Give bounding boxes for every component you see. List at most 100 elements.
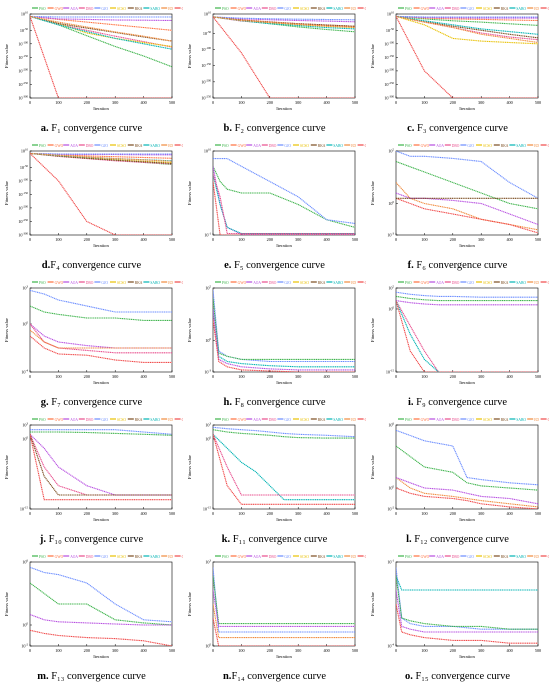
plot-frame (29, 150, 173, 236)
y-tick-label: 106 (22, 559, 28, 565)
series-line-pso (213, 298, 355, 360)
y-tick-label: 10-300 (18, 232, 28, 238)
series-line-pso (396, 445, 538, 491)
caption-text: F₁₃ convergence curve (48, 671, 146, 682)
y-axis-label: Fitness value (370, 318, 375, 342)
series-line-aoa (396, 192, 538, 226)
legend-label: PSO (222, 7, 229, 11)
chart-panel: PSO GWO AOA DBO GJO SCSO BKA SABO ED CAED 0 100 200 3… (366, 0, 549, 137)
caption-text: F₁₄ convergence curve (231, 671, 327, 682)
legend-label: SCSO (300, 144, 309, 148)
x-tick-label: 0 (395, 648, 397, 653)
series-line-ed (213, 603, 355, 639)
x-tick-label: 400 (323, 100, 329, 105)
series-line-pso (30, 582, 172, 626)
series-line-ed (30, 329, 172, 349)
legend-label: PSO (222, 555, 229, 559)
legend-label: SABO (516, 7, 526, 11)
caption-letter: a. (40, 123, 49, 134)
chart-panel: PSO GWO AOA DBO GJO SCSO BKA SABO ED CAED 0 100 200 3… (366, 411, 549, 548)
legend-label: AOA (253, 144, 261, 148)
panel-caption: b. F₂ convergence curve (183, 123, 366, 135)
convergence-chart: PSOGWOAOADBOGJOSCSOBKASABOEDCAED01002003… (187, 555, 366, 659)
legend-label: GJO (101, 555, 108, 559)
plot-frame (212, 150, 356, 236)
series-line-caed (213, 181, 355, 235)
legend-label: DBO (452, 144, 460, 148)
series-line-gjo (396, 15, 538, 18)
series-line-caed (30, 16, 172, 98)
caption-letter: j. (39, 534, 46, 545)
caption-text: F₄ convergence curve (50, 260, 142, 271)
x-tick-label: 400 (323, 511, 329, 516)
series-line-ed (30, 15, 172, 42)
y-tick-label: 100 (22, 622, 28, 628)
legend-label: CAED (548, 281, 549, 285)
legend-label: CAED (182, 555, 183, 559)
series-line-dbo (213, 434, 355, 496)
legend-label: ED (168, 144, 173, 148)
x-tick-label: 300 (295, 648, 301, 653)
x-tick-label: 200 (84, 237, 90, 242)
plot-frame (29, 424, 173, 510)
legend-label: SCSO (117, 7, 126, 11)
y-tick-label: 100 (205, 643, 211, 649)
y-tick-label: 1010 (204, 148, 212, 154)
legend-label: DBO (269, 555, 277, 559)
y-axis-label: Fitness value (4, 44, 9, 68)
convergence-chart: PSOGWOAOADBOGJOSCSOBKASABOEDCAED01002003… (187, 418, 366, 522)
caption-letter: c. (407, 123, 415, 134)
x-tick-label: 400 (140, 511, 146, 516)
x-tick-label: 100 (238, 374, 244, 379)
series-line-gjo (213, 290, 355, 363)
legend-label: AOA (436, 555, 444, 559)
panel-caption: f. F₆ convergence curve (366, 260, 549, 272)
x-tick-label: 500 (169, 511, 175, 516)
y-tick-label: 103 (22, 422, 28, 428)
x-tick-label: 100 (55, 237, 61, 242)
legend-label: SABO (516, 555, 526, 559)
caption-text: F₁ convergence curve (48, 123, 143, 134)
y-tick-label: 10-2 (21, 643, 28, 649)
x-tick-label: 0 (29, 237, 31, 242)
legend-label: ED (168, 418, 173, 422)
y-tick-label: 10-150 (18, 191, 28, 197)
legend-label: DBO (86, 7, 94, 11)
plot-frame (395, 424, 539, 510)
y-tick-label: 10-200 (384, 67, 394, 73)
x-tick-label: 0 (395, 374, 397, 379)
series-line-gjo (30, 289, 172, 313)
chart-legend: PSO GWO AOA DBO GJO SCSO BKA SABO ED CAED (32, 555, 183, 559)
x-axis-label: Iteration (93, 654, 109, 659)
x-tick-label: 400 (323, 374, 329, 379)
x-tick-label: 100 (421, 648, 427, 653)
legend-label: GJO (284, 144, 291, 148)
series-line-pso (213, 429, 355, 439)
chart-legend: PSO GWO AOA DBO GJO SCSO BKA SABO ED CAED (32, 7, 183, 11)
legend-label: CAED (365, 555, 366, 559)
y-tick-label: 1010 (21, 11, 29, 17)
x-tick-label: 100 (238, 100, 244, 105)
legend-label: GJO (284, 7, 291, 11)
legend-label: CAED (548, 144, 549, 148)
series-line-gjo (30, 15, 172, 18)
y-tick-label: 10-200 (201, 78, 211, 84)
x-tick-label: 300 (112, 237, 118, 242)
legend-label: SCSO (117, 418, 126, 422)
legend-label: ED (168, 281, 173, 285)
x-tick-label: 300 (478, 374, 484, 379)
legend-label: BKA (318, 7, 326, 11)
y-axis-label: Fitness value (370, 44, 375, 68)
x-tick-label: 0 (212, 374, 214, 379)
panel-caption: h. F₈ convergence curve (183, 397, 366, 409)
series-line-caed (396, 16, 538, 98)
y-tick-label: 1010 (387, 11, 395, 17)
chart-panel: PSO GWO AOA DBO GJO SCSO BKA SABO ED CAED 0 100 200 3… (366, 137, 549, 274)
legend-label: AOA (70, 7, 78, 11)
chart-panel: PSO GWO AOA DBO GJO SCSO BKA SABO ED CAED 0 100 200 3… (0, 548, 183, 685)
legend-label: DBO (86, 144, 94, 148)
series-line-aoa (30, 323, 172, 349)
legend-label: PSO (405, 7, 412, 11)
legend-label: BKA (501, 281, 509, 285)
legend-label: SABO (333, 418, 343, 422)
